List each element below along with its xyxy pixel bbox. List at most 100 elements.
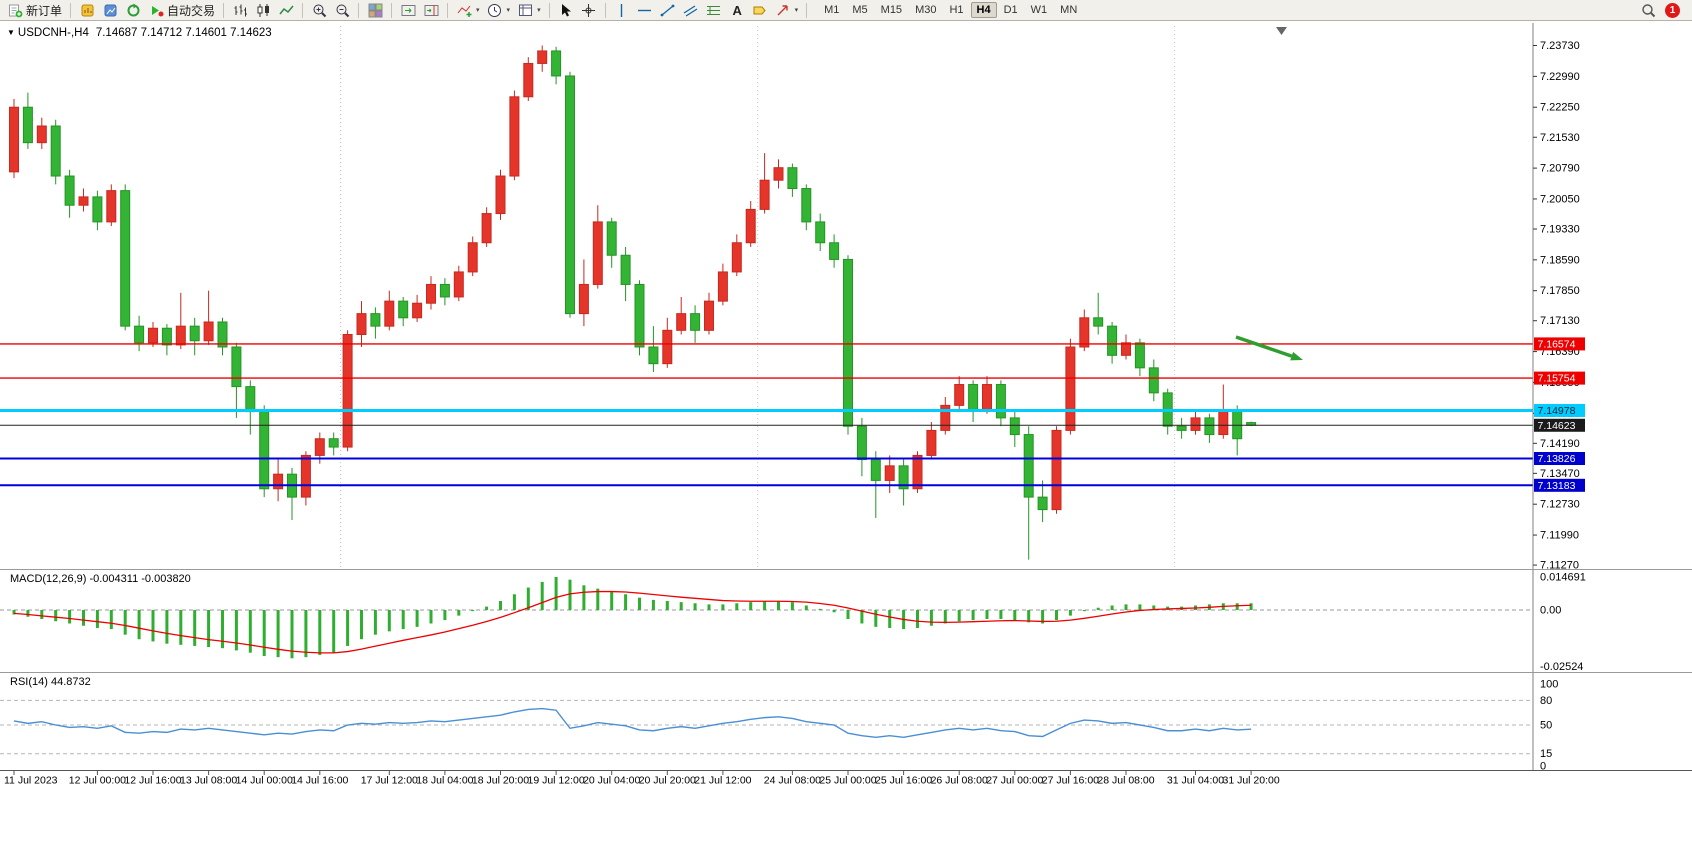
crosshair-button[interactable] [578, 1, 600, 19]
dropdown-caret-icon: ▾ [506, 7, 511, 14]
label-button[interactable] [749, 1, 771, 19]
auto-scroll-button[interactable] [397, 1, 419, 19]
timeframe-m5[interactable]: M5 [852, 4, 868, 16]
svg-text:0.00: 0.00 [1540, 605, 1561, 617]
toolbar: 新订单 自动交易 [0, 0, 1692, 21]
tile-windows-button[interactable] [364, 1, 386, 19]
auto-trading-icon [148, 2, 164, 18]
notification-badge[interactable]: 1 [1665, 2, 1680, 18]
svg-text:7.14623: 7.14623 [1538, 420, 1576, 432]
svg-text:7.13470: 7.13470 [1540, 468, 1580, 480]
chart-shift-marker[interactable] [1276, 27, 1287, 35]
timeframe-w1[interactable]: W1 [1030, 4, 1048, 16]
svg-text:7.11270: 7.11270 [1540, 560, 1579, 572]
timeframe-mn[interactable]: MN [1060, 4, 1078, 16]
timeframe-d1[interactable]: D1 [1003, 4, 1018, 16]
zoom-out-icon [334, 2, 350, 18]
bar-chart-button[interactable] [229, 1, 251, 19]
timeframe-h1[interactable]: H1 [949, 4, 964, 16]
svg-text:21 Jul 12:00: 21 Jul 12:00 [694, 775, 751, 787]
timeframe-h4[interactable]: H4 [970, 2, 997, 18]
dropdown-caret-icon: ▾ [476, 7, 480, 14]
svg-text:26 Jul 08:00: 26 Jul 08:00 [931, 775, 988, 787]
fibonacci-button[interactable] [703, 1, 725, 19]
svg-text:31 Jul 04:00: 31 Jul 04:00 [1167, 775, 1224, 787]
horizontal-line-button[interactable] [634, 1, 656, 19]
periods-button[interactable]: ▾ [484, 1, 514, 19]
navigator-button[interactable] [122, 1, 144, 19]
svg-text:18 Jul 20:00: 18 Jul 20:00 [472, 775, 529, 787]
candlestick-chart-icon [255, 2, 271, 18]
chart-dropdown-icon[interactable]: ▼ [7, 28, 15, 37]
text-button[interactable]: A [726, 1, 748, 19]
new-order-button[interactable]: 新订单 [4, 1, 65, 19]
new-order-icon [7, 2, 23, 18]
timeframe-m15[interactable]: M15 [880, 4, 903, 16]
arrows-button[interactable]: ▾ [772, 1, 802, 19]
market-watch-button[interactable] [99, 1, 121, 19]
price-axis[interactable]: 7.23730 7.22990 7.22250 7.21530 7.20790 7.200… [1533, 40, 1580, 572]
navigator-icon [125, 2, 141, 18]
svg-text:7.20790: 7.20790 [1540, 163, 1580, 175]
svg-text:A: A [733, 3, 743, 18]
vertical-line-button[interactable] [611, 1, 633, 19]
chart-shift-button[interactable] [420, 1, 442, 19]
svg-text:25 Jul 16:00: 25 Jul 16:00 [875, 775, 932, 787]
horizontal-lines[interactable] [0, 343, 1533, 487]
arrow-annotation[interactable] [1235, 335, 1303, 361]
svg-text:7.15754: 7.15754 [1538, 373, 1576, 385]
auto-scroll-icon [400, 2, 416, 18]
templates-button[interactable]: ▾ [514, 1, 544, 19]
candlestick-chart-button[interactable] [252, 1, 274, 19]
market-watch-icon [102, 2, 118, 18]
svg-text:7.14190: 7.14190 [1540, 438, 1580, 450]
svg-text:7.14978: 7.14978 [1538, 405, 1576, 417]
toolbar-right-group: 1 [1640, 2, 1688, 18]
svg-text:0: 0 [1540, 761, 1546, 773]
line-chart-button[interactable] [275, 1, 297, 19]
charts-button[interactable] [76, 1, 98, 19]
cursor-button[interactable] [555, 1, 577, 19]
zoom-in-button[interactable] [308, 1, 330, 19]
zoom-out-button[interactable] [331, 1, 353, 19]
svg-text:12 Jul 16:00: 12 Jul 16:00 [124, 775, 181, 787]
periods-clock-icon [487, 2, 503, 18]
svg-text:7.21530: 7.21530 [1540, 132, 1580, 144]
week-separators [340, 26, 1176, 568]
toolbar-separator [447, 2, 449, 18]
new-order-label: 新订单 [26, 3, 63, 18]
bar-chart-icon [232, 2, 248, 18]
svg-text:100: 100 [1540, 679, 1558, 691]
svg-text:7.16574: 7.16574 [1538, 338, 1576, 350]
auto-trading-button[interactable]: 自动交易 [145, 1, 218, 19]
svg-text:13 Jul 08:00: 13 Jul 08:00 [180, 775, 237, 787]
trendline-button[interactable] [657, 1, 679, 19]
timeframe-m30[interactable]: M30 [915, 4, 937, 16]
svg-text:7.18590: 7.18590 [1540, 254, 1580, 266]
svg-text:28 Jul 08:00: 28 Jul 08:00 [1097, 775, 1154, 787]
toolbar-separator [391, 2, 393, 18]
indicators-button[interactable]: ▾ [453, 1, 483, 19]
macd-panel: 0.014691 0.00 -0.02524 [0, 572, 1586, 673]
timeframe-group: M1 M5 M15 M30 H1 H4 D1 W1 MN [818, 2, 1083, 18]
svg-text:0.014691: 0.014691 [1540, 572, 1586, 584]
svg-text:7.13183: 7.13183 [1538, 480, 1576, 492]
toolbar-separator [548, 2, 550, 18]
svg-text:7.19330: 7.19330 [1540, 223, 1580, 235]
chart-title: ▼ USDCNH-,H4 7.14687 7.14712 7.14601 7.146… [7, 27, 272, 39]
tile-windows-icon [367, 2, 383, 18]
channel-button[interactable] [680, 1, 702, 19]
timeframe-m1[interactable]: M1 [824, 4, 840, 16]
svg-text:7.22990: 7.22990 [1540, 71, 1580, 83]
svg-text:7.23730: 7.23730 [1540, 40, 1580, 52]
macd-label: MACD(12,26,9) -0.004311 -0.003820 [10, 573, 191, 585]
indicators-icon [456, 2, 472, 18]
dropdown-caret-icon: ▾ [537, 7, 541, 14]
svg-text:11 Jul 2023: 11 Jul 2023 [4, 775, 58, 787]
svg-text:7.20050: 7.20050 [1540, 193, 1580, 205]
svg-text:27 Jul 00:00: 27 Jul 00:00 [986, 775, 1043, 787]
search-icon[interactable] [1640, 2, 1656, 18]
rsi-label: RSI(14) 44.8732 [10, 676, 91, 688]
